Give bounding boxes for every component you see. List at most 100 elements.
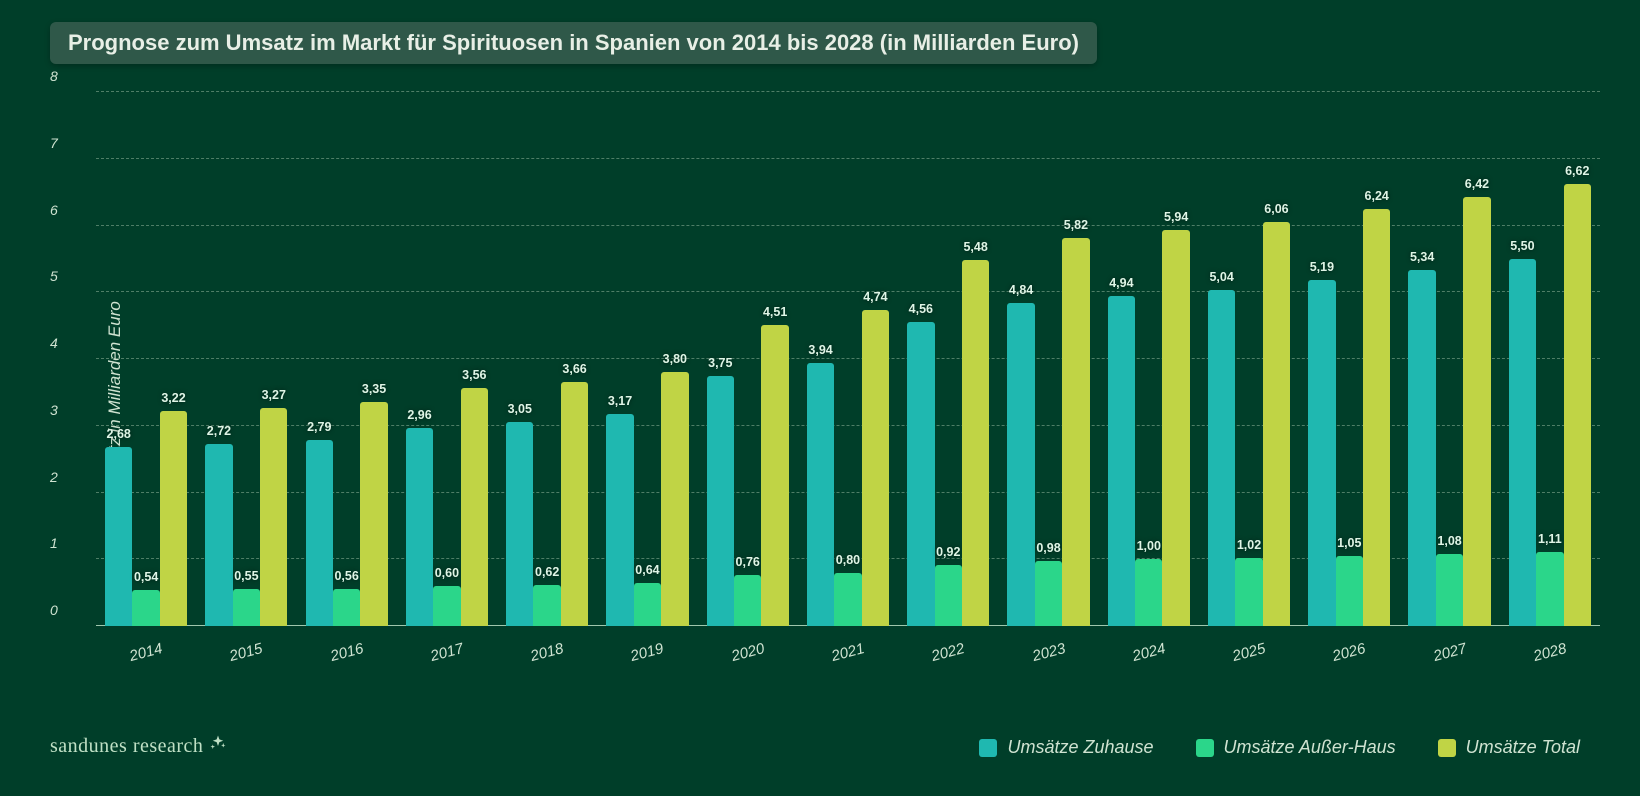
bar-value-label: 1,11 [1538, 532, 1562, 546]
bar-s3: 3,56 [461, 388, 488, 626]
bar-value-label: 2,79 [307, 420, 331, 434]
category-label: 2018 [529, 640, 566, 665]
bar-s2: 0,60 [433, 586, 460, 626]
bar-value-label: 3,56 [462, 368, 486, 382]
bar-value-label: 0,56 [334, 569, 358, 583]
y-tick-label: 8 [50, 68, 58, 84]
bar-s2: 0,55 [233, 589, 260, 626]
bar-value-label: 3,80 [663, 352, 687, 366]
legend-item: Umsätze Zuhause [979, 737, 1153, 758]
bar-value-label: 0,55 [234, 569, 258, 583]
bar-s3: 3,27 [260, 408, 287, 626]
legend-label: Umsätze Total [1466, 737, 1580, 758]
bar-value-label: 2,96 [407, 408, 431, 422]
bar-s1: 4,94 [1108, 296, 1135, 626]
footer-brand: sandunes research [50, 734, 227, 758]
legend-swatch [1438, 739, 1456, 757]
bar-s1: 3,94 [807, 363, 834, 626]
y-tick-label: 6 [50, 202, 58, 218]
bar-value-label: 4,94 [1109, 276, 1133, 290]
bar-s1: 2,79 [306, 440, 333, 626]
bar-s1: 5,34 [1408, 270, 1435, 626]
chart-title: Prognose zum Umsatz im Markt für Spiritu… [50, 22, 1097, 64]
bar-s1: 2,72 [205, 444, 232, 626]
bar-group: 2,790,563,352016 [297, 92, 397, 626]
y-tick-label: 4 [50, 335, 58, 351]
footer-brand-text: sandunes research [50, 735, 203, 758]
category-label: 2026 [1331, 640, 1368, 665]
bar-s1: 4,56 [907, 322, 934, 626]
y-tick-label: 5 [50, 268, 58, 284]
bar-value-label: 0,92 [936, 545, 960, 559]
category-label: 2015 [228, 640, 265, 665]
bar-value-label: 3,22 [161, 391, 185, 405]
bar-s3: 5,82 [1062, 238, 1089, 626]
category-label: 2027 [1431, 640, 1468, 665]
bar-s2: 0,80 [834, 573, 861, 626]
bar-s3: 3,22 [160, 411, 187, 626]
category-label: 2025 [1231, 640, 1268, 665]
bar-group: 4,840,985,822023 [998, 92, 1098, 626]
bar-value-label: 0,60 [435, 566, 459, 580]
bar-s1: 3,75 [707, 376, 734, 626]
bar-s3: 6,06 [1263, 222, 1290, 627]
bar-group: 5,341,086,422027 [1399, 92, 1499, 626]
bar-s1: 2,96 [406, 428, 433, 626]
bar-value-label: 0,76 [736, 555, 760, 569]
bar-s2: 1,11 [1536, 552, 1563, 626]
bar-value-label: 6,62 [1565, 164, 1589, 178]
bar-group: 2,960,603,562017 [397, 92, 497, 626]
bar-s2: 1,08 [1436, 554, 1463, 626]
category-label: 2024 [1130, 640, 1167, 665]
bar-value-label: 6,42 [1465, 177, 1489, 191]
category-label: 2028 [1532, 640, 1569, 665]
bar-s2: 0,62 [533, 585, 560, 626]
bar-value-label: 4,84 [1009, 283, 1033, 297]
bar-group: 5,191,056,242026 [1299, 92, 1399, 626]
bar-group: 4,941,005,942024 [1099, 92, 1199, 626]
bar-value-label: 0,98 [1036, 541, 1060, 555]
legend-label: Umsätze Außer-Haus [1224, 737, 1396, 758]
legend-item: Umsätze Total [1438, 737, 1580, 758]
bar-s2: 1,05 [1336, 556, 1363, 626]
y-tick-label: 0 [50, 602, 58, 618]
bar-value-label: 5,34 [1410, 250, 1434, 264]
bar-s1: 3,17 [606, 414, 633, 626]
bar-value-label: 0,54 [134, 570, 158, 584]
bar-group: 3,750,764,512020 [698, 92, 798, 626]
plot-area: 0123456782,680,543,2220142,720,553,27201… [96, 92, 1600, 626]
bar-value-label: 5,82 [1064, 218, 1088, 232]
bar-group: 3,940,804,742021 [798, 92, 898, 626]
bar-value-label: 4,56 [909, 302, 933, 316]
bar-value-label: 3,17 [608, 394, 632, 408]
y-tick-label: 2 [50, 469, 58, 485]
bar-s1: 5,19 [1308, 280, 1335, 626]
bar-s3: 6,42 [1463, 197, 1490, 626]
category-label: 2020 [729, 640, 766, 665]
category-label: 2014 [128, 640, 165, 665]
bar-group: 4,560,925,482022 [898, 92, 998, 626]
bar-group: 2,680,543,222014 [96, 92, 196, 626]
legend-label: Umsätze Zuhause [1007, 737, 1153, 758]
bar-value-label: 2,72 [207, 424, 231, 438]
legend-swatch [1196, 739, 1214, 757]
legend-item: Umsätze Außer-Haus [1196, 737, 1396, 758]
bar-s1: 3,05 [506, 422, 533, 626]
category-label: 2021 [830, 640, 867, 665]
category-label: 2017 [429, 640, 466, 665]
bar-value-label: 5,50 [1510, 239, 1534, 253]
bar-s2: 1,02 [1235, 558, 1262, 626]
bar-group: 2,720,553,272015 [196, 92, 296, 626]
bar-s3: 3,35 [360, 402, 387, 626]
bar-s2: 0,54 [132, 590, 159, 626]
bar-s1: 5,50 [1509, 259, 1536, 626]
legend-swatch [979, 739, 997, 757]
bar-value-label: 3,94 [808, 343, 832, 357]
bar-s2: 0,92 [935, 565, 962, 626]
bar-s3: 4,51 [761, 325, 788, 626]
bar-value-label: 4,74 [863, 290, 887, 304]
bar-value-label: 0,62 [535, 565, 559, 579]
bar-value-label: 6,06 [1264, 202, 1288, 216]
bar-value-label: 3,35 [362, 382, 386, 396]
chart-container: Prognose zum Umsatz im Markt für Spiritu… [0, 0, 1640, 796]
